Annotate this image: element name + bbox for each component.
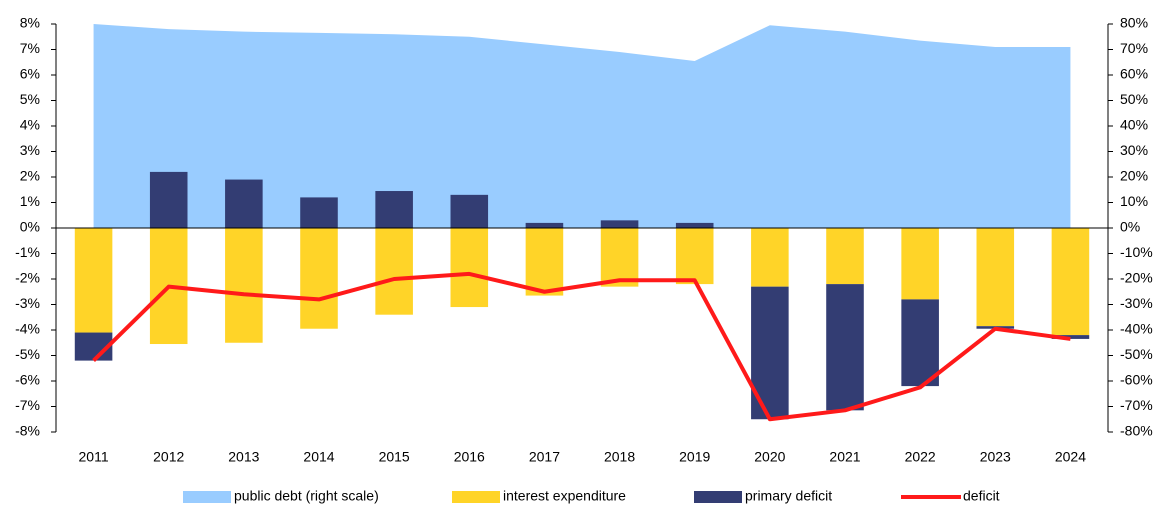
y-tick-label: 7% — [20, 40, 40, 56]
y2-tick-label: 20% — [1120, 168, 1148, 184]
legend-swatch — [183, 491, 231, 503]
legend-item: primary deficit — [694, 488, 832, 504]
y-tick-label: 2% — [20, 168, 40, 184]
x-tick-label: 2011 — [79, 449, 109, 465]
bar — [525, 228, 564, 296]
y-tick-label: -2% — [15, 270, 40, 286]
y2-tick-label: -80% — [1120, 423, 1153, 439]
y-tick-label: 1% — [20, 193, 40, 209]
bar — [225, 228, 263, 343]
y2-tick-label: 50% — [1120, 91, 1148, 107]
legend-label: interest expenditure — [503, 488, 626, 504]
bar — [74, 228, 113, 333]
y2-tick-label: -30% — [1120, 295, 1153, 311]
bar — [450, 194, 489, 228]
y-tick-label: 4% — [20, 117, 40, 133]
legend-item: public debt (right scale) — [183, 488, 379, 504]
y2-tick-label: 40% — [1120, 117, 1148, 133]
x-tick-label: 2012 — [153, 449, 184, 465]
x-tick-label: 2015 — [379, 449, 410, 465]
bar — [751, 286, 789, 420]
bar — [1051, 228, 1090, 336]
x-tick-label: 2021 — [829, 449, 860, 465]
y-tick-label: 6% — [20, 66, 40, 82]
bar — [375, 228, 413, 315]
x-tick-label: 2020 — [754, 449, 785, 465]
y-tick-label: -5% — [15, 346, 40, 362]
x-tick-label: 2014 — [303, 449, 334, 465]
y-tick-label: -6% — [15, 372, 40, 388]
bar — [600, 228, 639, 287]
y-tick-label: -4% — [15, 321, 40, 337]
bar — [149, 171, 188, 228]
legend-label: public debt (right scale) — [234, 488, 379, 504]
x-tick-label: 2017 — [529, 449, 560, 465]
bar — [826, 284, 864, 411]
x-tick-label: 2016 — [454, 449, 485, 465]
x-tick-label: 2023 — [980, 449, 1011, 465]
y2-tick-label: -50% — [1120, 346, 1153, 362]
bar — [826, 228, 864, 285]
y2-tick-label: -60% — [1120, 372, 1153, 388]
x-tick-label: 2018 — [604, 449, 635, 465]
y2-tick-label: 10% — [1120, 193, 1148, 209]
bar — [300, 197, 338, 228]
legend-label: deficit — [963, 488, 1000, 504]
y2-tick-label: 80% — [1120, 15, 1148, 31]
bar — [751, 228, 789, 287]
legend-swatch — [694, 491, 742, 503]
y-tick-label: 5% — [20, 91, 40, 107]
y2-tick-label: 70% — [1120, 40, 1148, 56]
bar — [675, 228, 714, 285]
bar — [225, 179, 263, 228]
y-tick-label: -3% — [15, 295, 40, 311]
legend-item: deficit — [901, 488, 1000, 504]
x-tick-label: 2024 — [1055, 449, 1086, 465]
line — [92, 271, 1071, 422]
bar — [450, 228, 489, 308]
y2-tick-label: 0% — [1120, 219, 1140, 235]
y2-tick-label: -40% — [1120, 321, 1153, 337]
x-tick-label: 2022 — [905, 449, 936, 465]
bar — [901, 228, 939, 300]
legend-item: interest expenditure — [452, 488, 626, 504]
y-tick-label: -8% — [15, 423, 40, 439]
y2-tick-label: -10% — [1120, 244, 1153, 260]
x-tick-label: 2019 — [679, 449, 710, 465]
bar — [300, 228, 338, 329]
y-tick-label: 0% — [20, 219, 40, 235]
area — [93, 24, 1071, 228]
bar — [675, 222, 714, 228]
bar — [976, 228, 1015, 327]
y2-tick-label: 60% — [1120, 66, 1148, 82]
y-tick-label: -1% — [15, 244, 40, 260]
legend-swatch — [452, 491, 500, 503]
x-tick-label: 2013 — [228, 449, 259, 465]
legend-label: primary deficit — [745, 488, 832, 504]
y-tick-label: 3% — [20, 142, 40, 158]
bar — [600, 220, 639, 228]
bar — [525, 222, 564, 228]
bar — [901, 299, 939, 387]
y-tick-label: 8% — [20, 15, 40, 31]
y-tick-label: -7% — [15, 397, 40, 413]
y2-tick-label: -70% — [1120, 397, 1153, 413]
bar — [375, 191, 413, 228]
y2-tick-label: 30% — [1120, 142, 1148, 158]
y2-tick-label: -20% — [1120, 270, 1153, 286]
